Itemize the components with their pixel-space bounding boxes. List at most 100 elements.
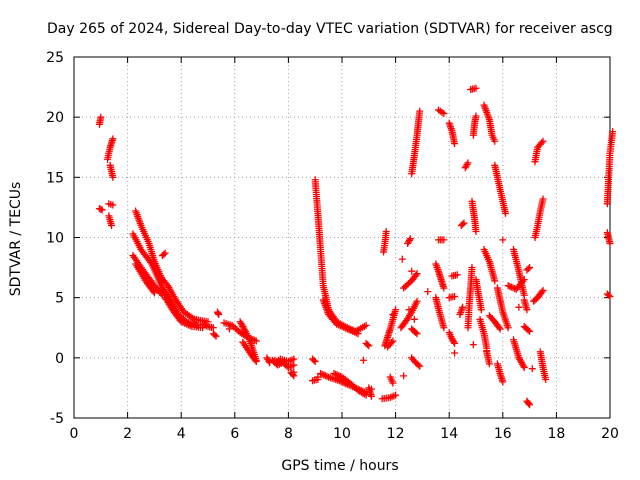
- data-point: [520, 276, 528, 284]
- data-point: [209, 324, 217, 332]
- y-tick-label: 0: [55, 351, 64, 367]
- data-point: [538, 139, 546, 147]
- x-tick-label: 14: [440, 426, 458, 442]
- data-point: [451, 349, 459, 357]
- data-point: [451, 292, 459, 300]
- data-point: [251, 356, 259, 364]
- data-point: [333, 371, 341, 379]
- y-tick-label: 15: [46, 170, 64, 186]
- data-point: [491, 277, 499, 285]
- data-point: [609, 128, 617, 136]
- data-point: [317, 369, 325, 377]
- y-tick-label: 5: [55, 291, 64, 307]
- data-point: [495, 324, 503, 332]
- data-point: [413, 330, 421, 338]
- x-tick-label: 10: [333, 426, 351, 442]
- data-point: [359, 356, 367, 364]
- data-point: [606, 292, 614, 300]
- data-point: [367, 385, 375, 393]
- data-point: [361, 390, 369, 398]
- data-point: [320, 371, 328, 379]
- data-point: [539, 137, 547, 145]
- y-axis-label: SDTVAR / TECUs: [8, 182, 24, 297]
- data-point: [311, 357, 319, 365]
- data-point: [472, 227, 480, 235]
- data-point: [524, 265, 532, 273]
- data-point: [398, 255, 406, 263]
- data-point: [211, 331, 219, 339]
- data-point: [405, 236, 413, 244]
- data-point: [405, 306, 413, 314]
- data-point: [109, 135, 117, 143]
- y-tick-label: 20: [46, 110, 64, 126]
- data-point: [526, 264, 534, 272]
- data-point: [501, 209, 509, 217]
- data-point: [528, 365, 536, 373]
- data-point: [241, 326, 249, 334]
- data-point: [451, 339, 459, 347]
- data-point: [147, 258, 155, 266]
- data-point: [523, 306, 531, 314]
- data-point: [526, 327, 534, 335]
- x-tick-label: 8: [284, 426, 293, 442]
- data-point: [389, 379, 397, 387]
- data-point: [363, 341, 371, 349]
- data-point: [520, 363, 528, 371]
- data-point: [201, 320, 209, 328]
- x-tick-label: 18: [547, 426, 565, 442]
- x-tick-label: 0: [70, 426, 79, 442]
- data-point: [251, 336, 259, 344]
- data-point: [365, 342, 373, 350]
- data-point: [519, 362, 527, 370]
- data-point: [271, 356, 279, 364]
- data-point: [463, 160, 471, 168]
- data-point: [109, 201, 117, 209]
- data-point: [389, 311, 397, 319]
- x-tick-label: 4: [177, 426, 186, 442]
- data-point: [323, 372, 331, 380]
- data-point: [515, 303, 523, 311]
- y-tick-label: 25: [46, 50, 64, 66]
- data-point: [414, 361, 422, 369]
- data-point: [149, 287, 157, 295]
- data-point: [318, 370, 326, 378]
- data-point: [382, 227, 390, 235]
- y-tick-label: -5: [50, 411, 64, 427]
- data-point: [392, 306, 400, 314]
- x-tick-label: 2: [123, 426, 132, 442]
- data-point: [290, 361, 298, 369]
- data-point: [538, 288, 546, 296]
- data-point: [406, 235, 414, 243]
- data-point: [453, 271, 461, 279]
- data-point: [314, 373, 322, 381]
- data-point: [332, 370, 340, 378]
- data-point: [416, 107, 424, 115]
- data-point: [400, 372, 408, 380]
- data-point: [252, 357, 260, 365]
- data-point: [459, 303, 467, 311]
- data-point: [362, 321, 370, 329]
- data-point: [412, 329, 420, 337]
- data-point: [469, 341, 477, 349]
- data-point: [499, 236, 507, 244]
- x-tick-label: 12: [387, 426, 405, 442]
- data-point: [367, 392, 375, 400]
- data-point: [468, 264, 476, 272]
- data-point: [392, 391, 400, 399]
- data-point: [413, 297, 421, 305]
- data-point: [290, 355, 298, 363]
- data-points: [95, 84, 617, 409]
- data-point: [491, 137, 499, 145]
- data-point: [215, 311, 223, 319]
- data-point: [450, 338, 458, 346]
- tick-labels: 0 2 4 6 8 10 12 14 16 18 20 -5 0 5 10 15 20 25: [46, 50, 619, 442]
- data-point: [460, 219, 468, 227]
- data-point: [108, 221, 116, 229]
- x-axis-label: GPS time / hours: [281, 458, 398, 474]
- data-point: [519, 277, 527, 285]
- y-tick-label: 10: [46, 231, 64, 247]
- data-point: [389, 337, 397, 345]
- data-point: [416, 362, 424, 370]
- gridlines: [74, 57, 610, 418]
